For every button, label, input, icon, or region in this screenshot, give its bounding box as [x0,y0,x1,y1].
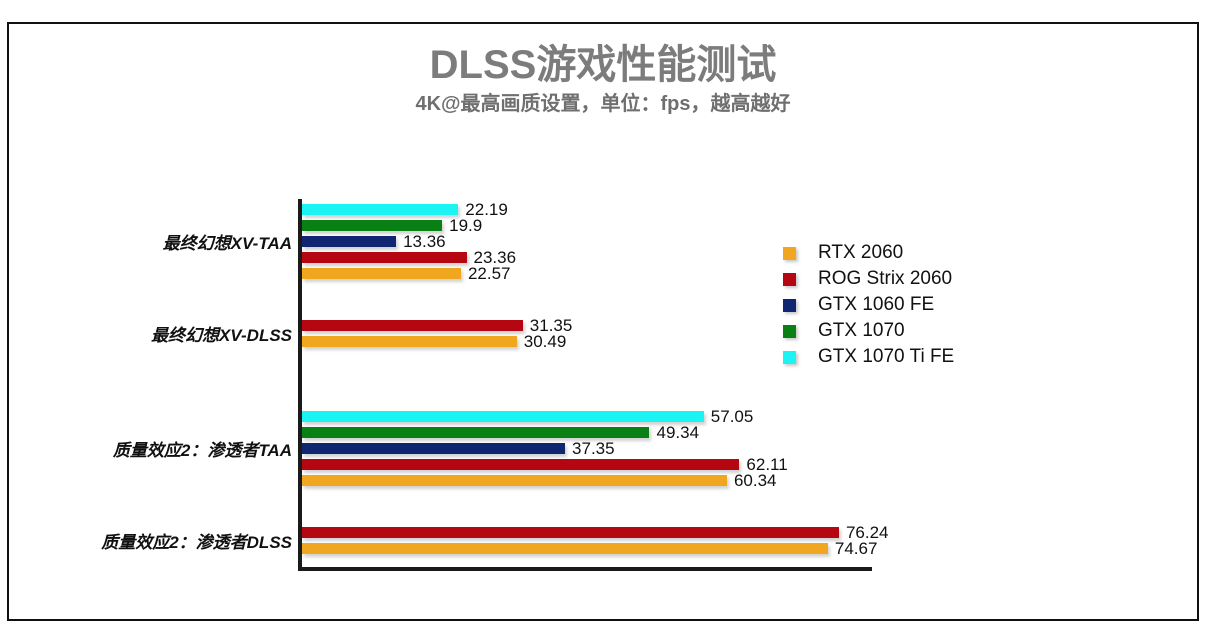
bar-value-label: 13.36 [403,232,446,251]
legend-color-swatch-icon [783,350,796,364]
legend-item[interactable]: GTX 1070 Ti FE [783,344,954,370]
plot-area: 22.19 19.9 13.36 23.36 22.57 31.35 30.49 57.05 4… [298,199,889,571]
bar-value-label: 30.49 [523,332,567,351]
bar [302,475,727,486]
bar-value-label: 62.11 [746,455,788,474]
bar-row: 76.24 [302,523,889,543]
bar [302,320,523,331]
bar [302,443,566,454]
bar-row: 30.49 [302,332,876,352]
bar-row: 23.36 [302,248,876,268]
bar-value-label: 57.05 [710,407,754,426]
category-label: 最终幻想XV-DLSS [150,326,292,345]
category-label: 质量效应2：渗透者TAA [112,441,292,460]
bar-value-label: 74.67 [834,539,878,558]
bar-value-label: 22.57 [467,264,511,283]
bar-row: 31.35 [302,316,876,336]
chart-legend: RTX 2060 ROG Strix 2060 GTX 1060 FE GTX 107… [783,240,954,370]
legend-color-swatch-icon [783,324,796,338]
bar-value-label: 76.24 [845,523,889,542]
chart-subtitle: 4K@最高画质设置，单位：fps，越高越好 [415,93,791,115]
bar-row: 22.57 [302,264,876,284]
legend-color-swatch-icon [783,298,796,312]
bar-row: 62.11 [302,455,876,475]
bar-row: 37.35 [302,439,876,459]
category-axis-labels: 最终幻想XV-TAA 最终幻想XV-DLSS 质量效应2：渗透者TAA 质量效应2：渗… [20,199,292,571]
legend-color-swatch-icon [783,246,796,260]
bar-value-label: 49.34 [656,423,700,442]
legend-item[interactable]: RTX 2060 [783,240,954,266]
bar-value-label: 22.19 [465,200,508,219]
legend-item[interactable]: GTX 1060 FE [783,292,954,318]
bar [302,252,467,263]
bar [302,268,461,279]
category-label: 质量效应2：渗透者DLSS [101,533,292,552]
bar-value-label: 37.35 [572,439,615,458]
bar [302,527,839,538]
chart-title: DLSS游戏性能测试 [429,43,777,87]
bar-row: 13.36 [302,232,876,252]
y-axis-line [298,199,302,571]
bar [302,411,704,422]
bar-row: 22.19 [302,200,876,220]
bar [302,459,740,470]
image-border-frame [7,22,1199,621]
bar [302,427,650,438]
category-label: 最终幻想XV-TAA [162,234,292,253]
bar-value-label: 60.34 [733,471,777,490]
bar-row: 19.9 [302,216,876,236]
bar-row: 49.34 [302,423,876,443]
legend-item-label: GTX 1060 FE [818,294,935,315]
x-axis-line [298,567,872,571]
legend-item-label: GTX 1070 Ti FE [818,346,955,367]
bar [302,543,828,554]
legend-color-swatch-icon [783,272,796,286]
legend-item-label: RTX 2060 [818,242,904,263]
legend-item-label: GTX 1070 [818,320,905,341]
bar-value-label: 19.9 [449,216,483,235]
bar-value-label: 31.35 [529,316,573,335]
bar [302,204,459,215]
bar [302,236,397,247]
bar-row: 60.34 [302,471,876,491]
bar-row: 74.67 [302,539,877,559]
legend-item[interactable]: ROG Strix 2060 [783,266,954,292]
bar [302,336,517,347]
bar-row: 57.05 [302,407,876,427]
bar [302,220,443,231]
legend-item[interactable]: GTX 1070 [783,318,954,344]
legend-item-label: ROG Strix 2060 [818,268,953,289]
bar-value-label: 23.36 [473,248,517,267]
